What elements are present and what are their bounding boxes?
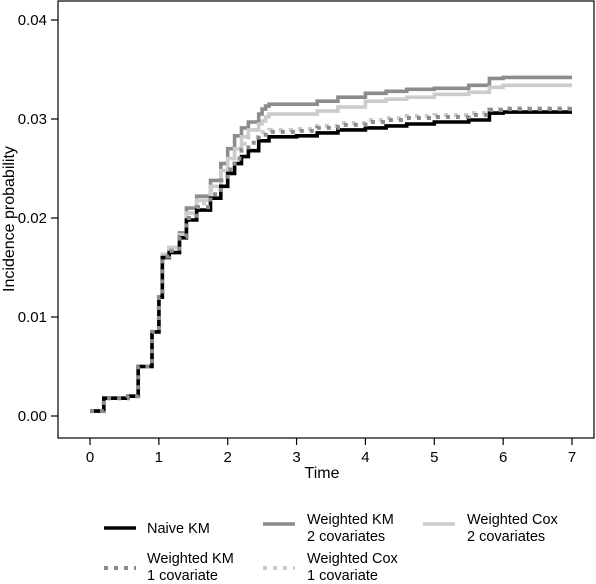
y-tick-label: 0.02 — [18, 210, 47, 227]
legend-label-weighted-km-2-covariates: Weighted KM 2 covariates — [307, 512, 394, 545]
x-axis-title: Time — [305, 465, 340, 482]
legend-label-weighted-cox-1-covariate: Weighted Cox 1 covariate — [307, 551, 399, 584]
x-tick-label: 5 — [430, 449, 438, 466]
plot-frame — [57, 0, 595, 439]
x-tick-label: 3 — [292, 449, 300, 466]
x-axis: 0 1 2 3 4 5 6 7 — [86, 438, 576, 466]
y-axis-title: Incidence probability — [1, 146, 18, 292]
x-tick-label: 1 — [155, 449, 163, 466]
legend-label-weighted-cox-2-covariates: Weighted Cox 2 covariates — [467, 512, 559, 545]
series-layer — [90, 75, 572, 414]
series-line-weighted-cox-1-covariate — [90, 106, 572, 414]
legend-label-weighted-km-1-covariate: Weighted KM 1 covariate — [147, 551, 234, 584]
y-tick-label: 0.01 — [18, 309, 47, 326]
legend: Naive KM Weighted KM 2 covariates Weighted … — [104, 512, 559, 584]
y-axis: 0.00 0.01 0.02 0.03 0.04 — [18, 12, 58, 425]
legend-label-naive-km: Naive KM — [147, 521, 210, 537]
y-tick-label: 0.04 — [18, 12, 47, 29]
series-line-weighted-km-1-covariate — [90, 107, 572, 414]
x-tick-label: 7 — [568, 449, 576, 466]
x-tick-label: 4 — [361, 449, 369, 466]
series-line-weighted-km-2-covariates — [90, 75, 572, 413]
x-tick-label: 2 — [224, 449, 232, 466]
x-tick-label: 6 — [499, 449, 507, 466]
series-line-naive-km — [90, 110, 572, 413]
y-tick-label: 0.03 — [18, 111, 47, 128]
x-tick-label: 0 — [86, 449, 94, 466]
y-tick-label: 0.00 — [18, 408, 47, 425]
